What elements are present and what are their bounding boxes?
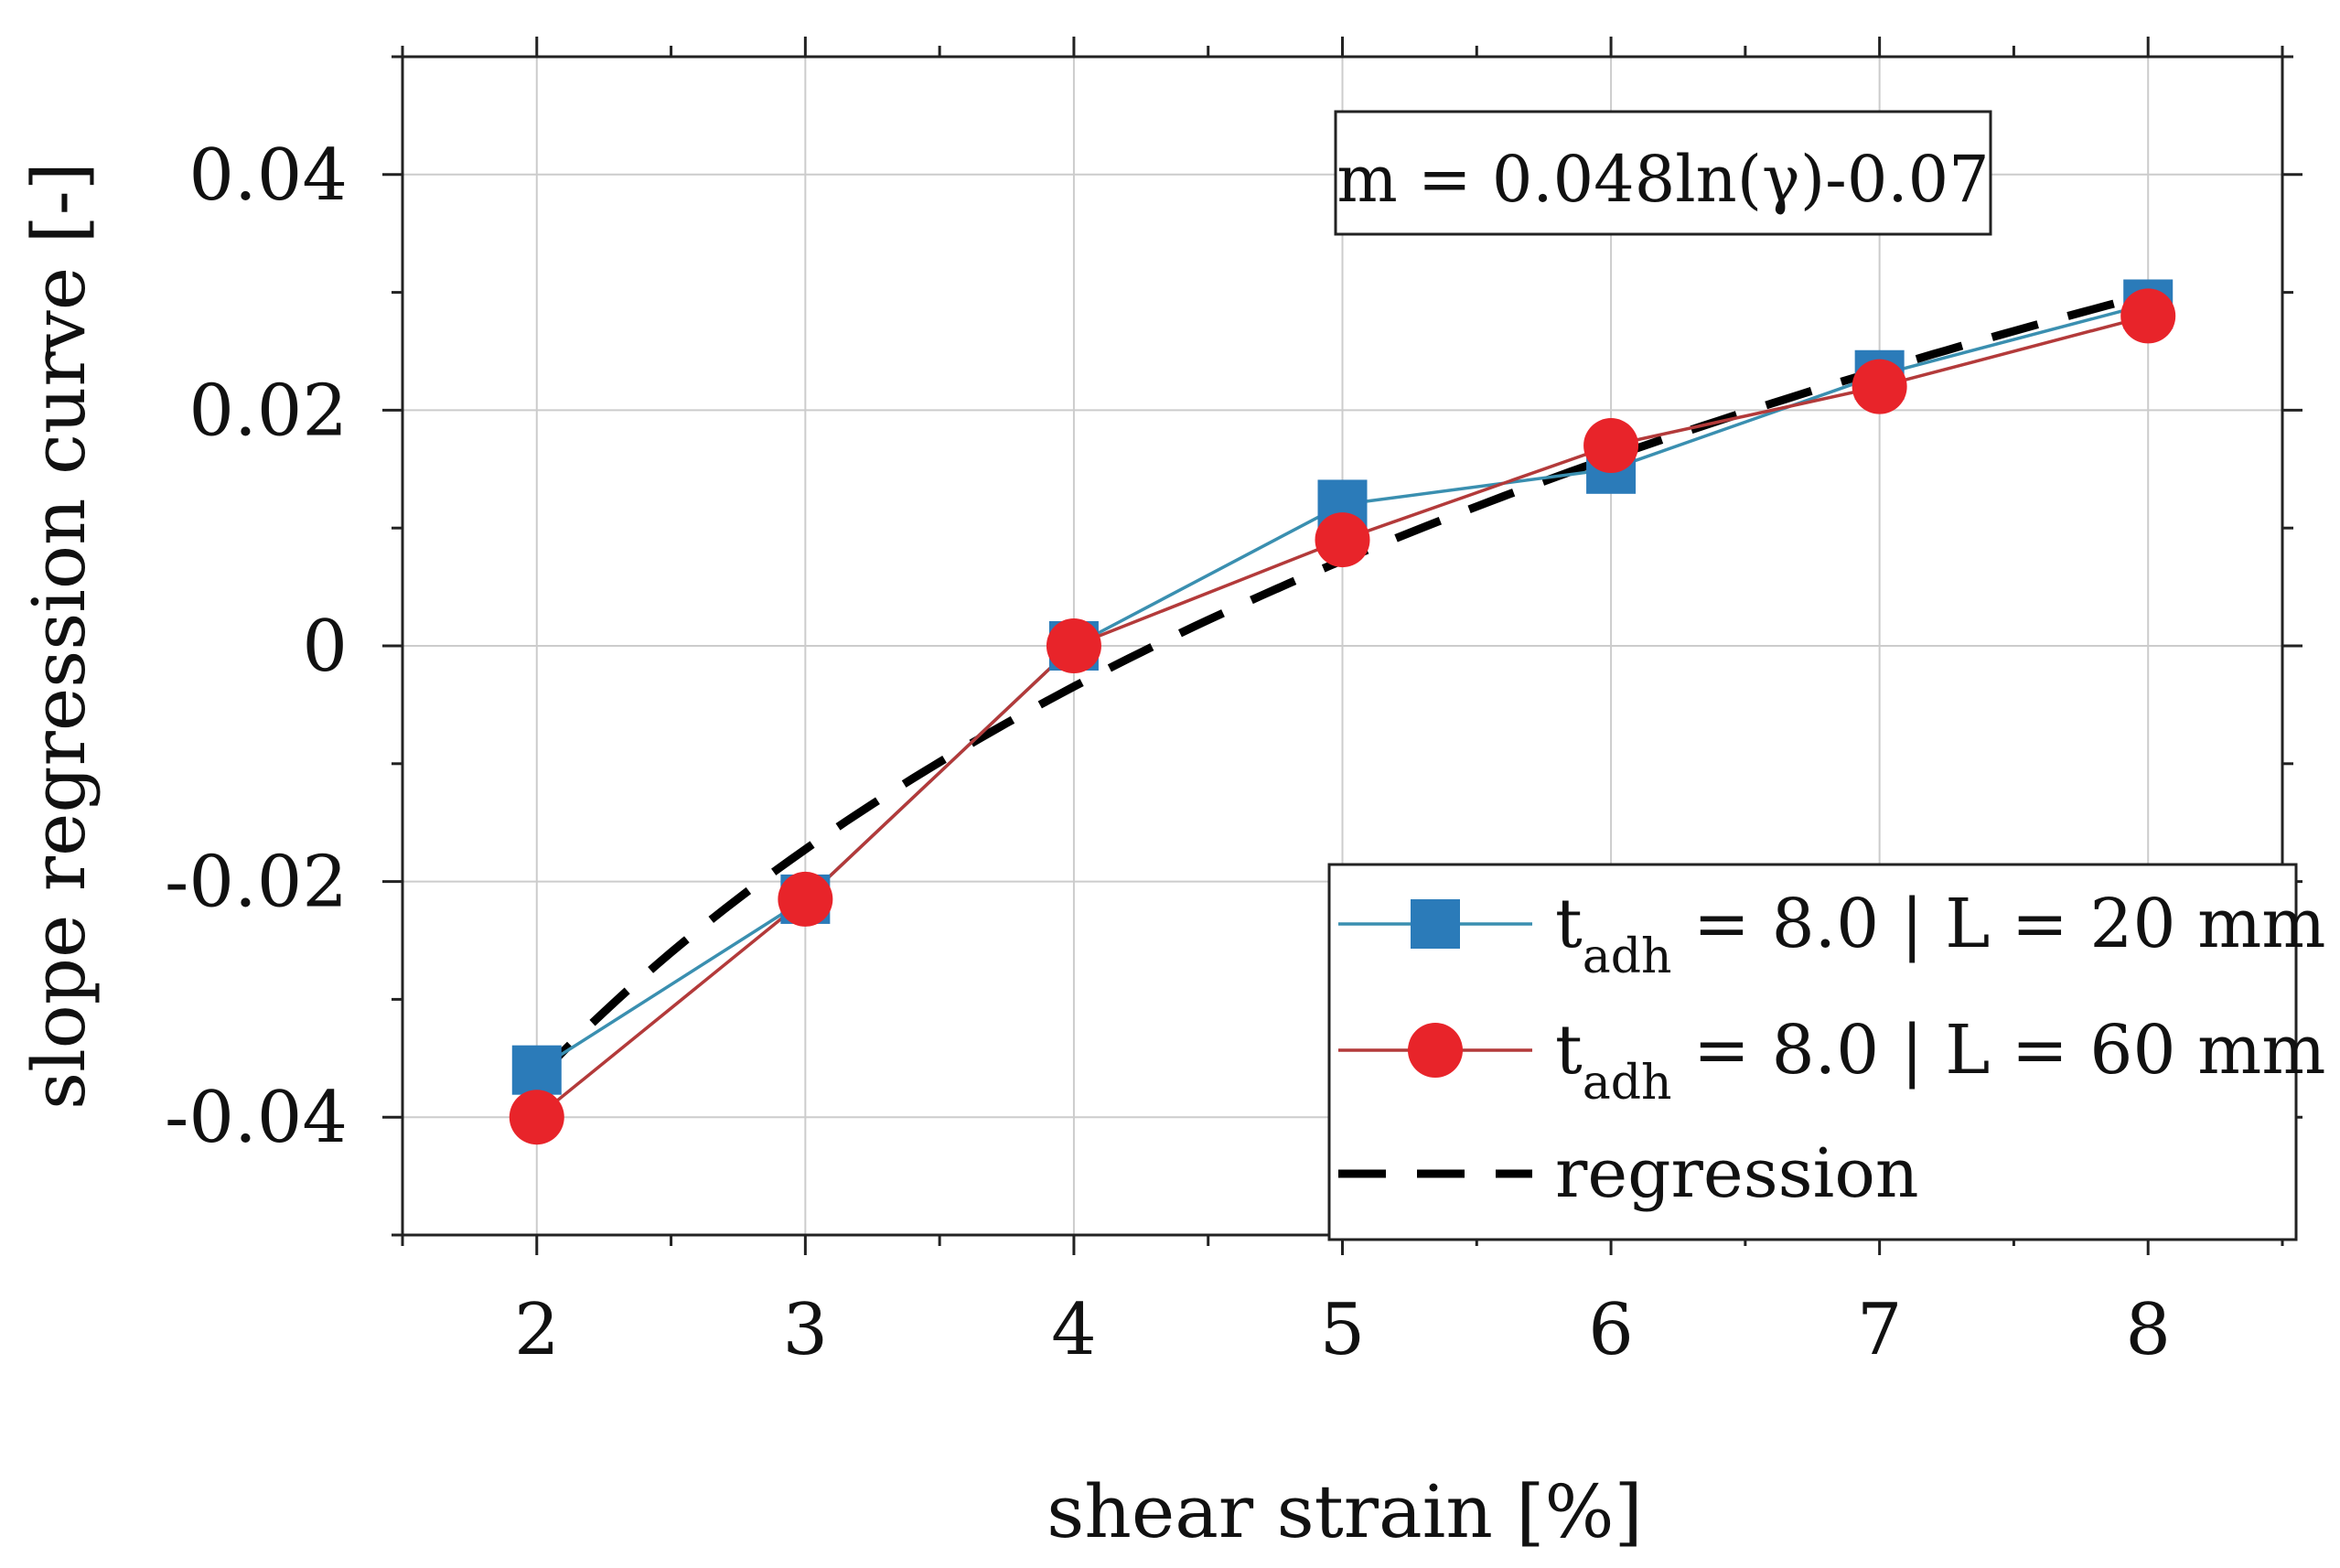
legend-label-2: tadh = 8.0 | L = 60 mm <box>1555 1011 2325 1111</box>
equation-annotation-text: m = 0.048ln(γ)-0.07 <box>1336 142 1989 217</box>
equation-annotation-box <box>1334 110 1992 236</box>
x-axis-title: shear strain [%] <box>1047 1469 1642 1554</box>
y-tick-label: 0.04 <box>188 134 348 217</box>
legend-label-subscript: adh <box>1583 1056 1672 1111</box>
x-tick-label: 3 <box>783 1289 829 1371</box>
legend-box <box>1327 863 2298 1241</box>
y-tick-label: -0.04 <box>165 1077 348 1159</box>
y-tick-label: 0 <box>302 606 348 688</box>
series-2-circle-marker <box>509 1090 564 1145</box>
series-1-square-marker <box>511 1045 562 1095</box>
legend-label-subscript: adh <box>1583 929 1672 984</box>
legend-circle-marker <box>1408 1023 1463 1078</box>
y-axis-title: slope regression curve [-] <box>16 162 102 1110</box>
legend-label-main: t <box>1555 1011 1583 1090</box>
x-tick-label: 7 <box>1857 1289 1903 1371</box>
legend-label-main: t <box>1555 885 1583 963</box>
x-tick-label: 2 <box>514 1289 560 1371</box>
series-layer <box>509 279 2176 1145</box>
x-tick-label: 4 <box>1051 1289 1097 1371</box>
series-2-circle-marker <box>1583 418 1639 474</box>
equation-annotation: m = 0.048ln(γ)-0.07 <box>1334 110 1992 236</box>
x-tick-label: 6 <box>1588 1289 1634 1371</box>
x-tick-label: 8 <box>2125 1289 2171 1371</box>
legend-label-regression: regression <box>1555 1134 1919 1213</box>
y-tick-label: -0.02 <box>165 842 348 924</box>
series-2-circle-marker <box>778 871 833 927</box>
series-2-circle-marker <box>1315 512 1370 568</box>
series-2-circle-marker <box>1852 359 1907 414</box>
legend-label-rest: = 8.0 | L = 20 mm <box>1672 885 2326 963</box>
legend-label-rest: = 8.0 | L = 60 mm <box>1672 1011 2326 1090</box>
x-tick-label: 5 <box>1320 1289 1366 1371</box>
series-2-circle-marker <box>1046 618 1101 673</box>
legend-label-1: tadh = 8.0 | L = 20 mm <box>1555 885 2325 984</box>
ticks-layer: 2 3 4 5 6 7 8 -0.04 -0.02 0 0.02 0.04 <box>165 37 2302 1371</box>
legend-square-marker <box>1411 899 1460 949</box>
y-tick-label: 0.02 <box>188 370 348 452</box>
series-2-circle-marker <box>2120 288 2176 344</box>
